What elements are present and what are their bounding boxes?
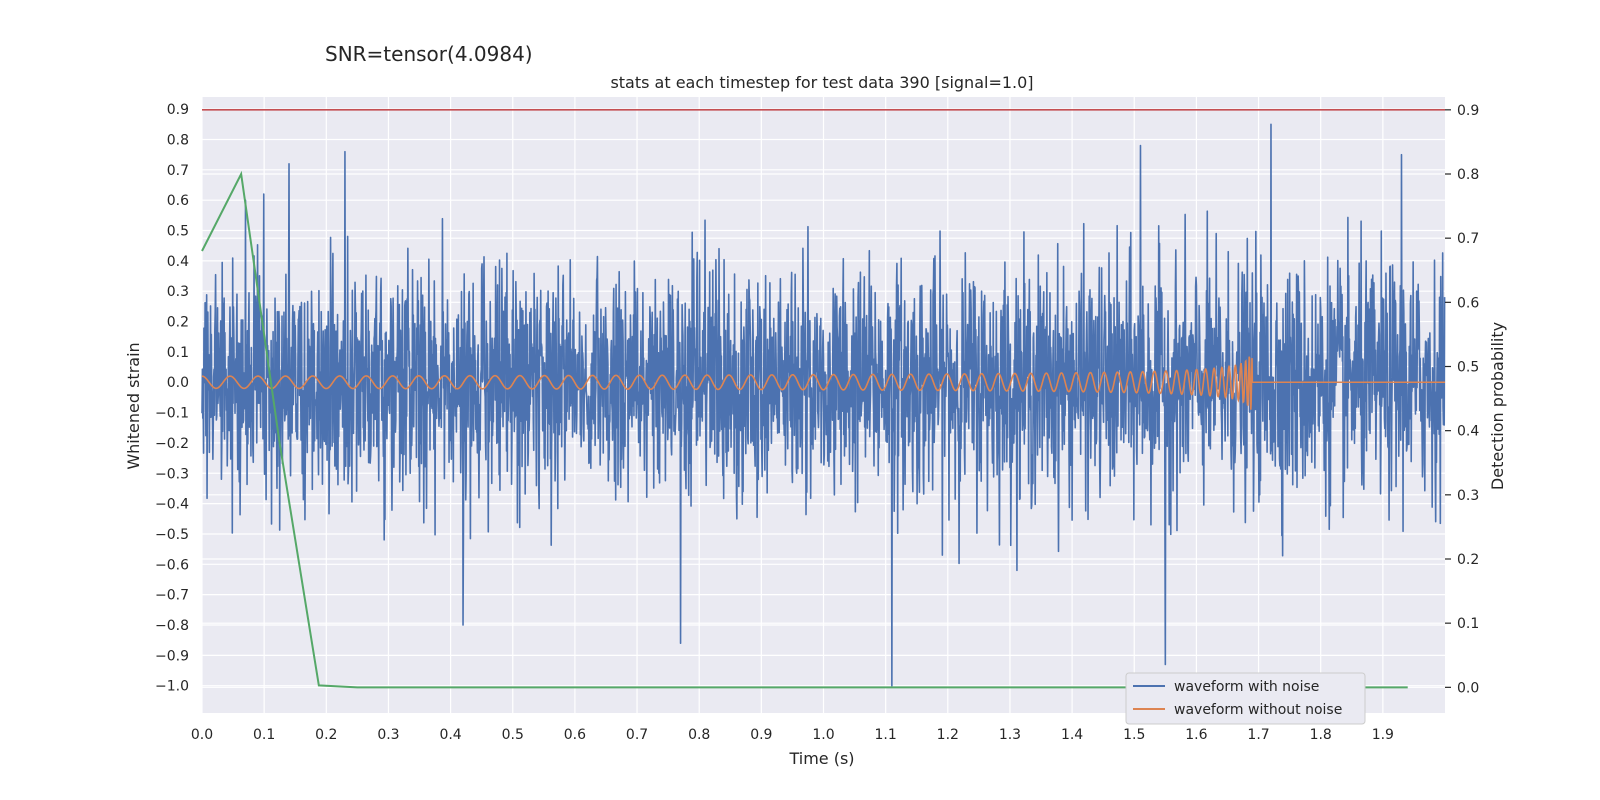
x-tick-label: 1.7 [1247, 727, 1269, 743]
y-tick-label: 0.8 [167, 132, 189, 148]
legend-box [1125, 672, 1366, 725]
legend: waveform with noise waveform without noi… [1125, 672, 1366, 725]
noise-waveform-layer [201, 123, 1446, 687]
suptitle: SNR=tensor(4.0984) [325, 42, 533, 66]
y2-tick-label: 0.5 [1457, 360, 1479, 376]
y2-tick-label: 0.3 [1457, 488, 1479, 504]
y-tick-label: −0.6 [155, 557, 189, 573]
x-tick-label: 0.1 [253, 727, 275, 743]
x-tick-label: 1.0 [812, 727, 834, 743]
legend-label-clean: waveform without noise [1174, 702, 1342, 718]
chart-title: stats at each timestep for test data 390… [610, 73, 1033, 92]
clean-waveform-layer [201, 356, 1445, 410]
y-tick-label: 0.7 [167, 163, 189, 179]
series-line-probability [201, 170, 1408, 689]
y2-tick-label: 0.0 [1457, 680, 1479, 696]
y-tick-label: 0.6 [167, 193, 189, 209]
y-tick-label: −0.8 [155, 618, 189, 634]
series-line-clean [201, 356, 1445, 410]
y2-tick-label: 0.4 [1457, 424, 1479, 440]
y2-tick-label: 0.6 [1457, 295, 1479, 311]
x-tick-label: 0.0 [191, 727, 213, 743]
x-tick-label: 0.7 [626, 727, 648, 743]
x-tick-label: 1.4 [1061, 727, 1083, 743]
legend-label-noise: waveform with noise [1174, 679, 1319, 695]
y-tick-label: −0.4 [155, 497, 189, 513]
x-tick-label: 0.6 [564, 727, 586, 743]
x-tick-label: 0.2 [315, 727, 337, 743]
x-axis-label: Time (s) [788, 749, 854, 768]
y2-tick-label: 0.2 [1457, 552, 1479, 568]
y-axis-label: Whitened strain [124, 342, 143, 469]
x-tick-label: 1.3 [999, 727, 1021, 743]
y-tick-label: 0.0 [167, 375, 189, 391]
tick-layer: 0.0 0.1 0.2 0.3 0.4 0.5 0.6 0.7 0.8 0.9 1.0 1.1 1.2 1… [155, 102, 1479, 743]
y-tick-label: −0.2 [155, 436, 189, 452]
x-tick-label: 1.9 [1372, 727, 1394, 743]
y2-tick-label: 0.1 [1457, 616, 1479, 632]
x-tick-label: 1.8 [1310, 727, 1332, 743]
y-tick-label: 0.3 [167, 284, 189, 300]
x-tick-label: 0.5 [502, 727, 524, 743]
y-tick-label: 0.4 [167, 254, 189, 270]
x-tick-label: 1.2 [937, 727, 959, 743]
detection-probability-layer [201, 170, 1408, 689]
y-tick-label: 0.5 [167, 224, 189, 240]
x-tick-label: 1.6 [1185, 727, 1207, 743]
y-tick-label: 0.9 [167, 102, 189, 118]
y-tick-label: 0.2 [167, 315, 189, 331]
x-tick-label: 1.1 [875, 727, 897, 743]
y-tick-label: −0.5 [155, 527, 189, 543]
y-tick-label: −0.7 [155, 588, 189, 604]
y-tick-label: −1.0 [155, 679, 189, 695]
y-tick-label: −0.3 [155, 466, 189, 482]
y2-axis-label: Detection probability [1488, 322, 1507, 490]
x-tick-label: 0.9 [750, 727, 772, 743]
y-tick-label: −0.1 [155, 406, 189, 422]
x-tick-label: 0.3 [377, 727, 399, 743]
x-tick-label: 0.8 [688, 727, 710, 743]
y-tick-label: −0.9 [155, 648, 189, 664]
y2-tick-label: 0.7 [1457, 231, 1479, 247]
series-line-noise [201, 123, 1446, 687]
y-tick-label: 0.1 [167, 345, 189, 361]
x-tick-label: 0.4 [439, 727, 461, 743]
y2-tick-label: 0.9 [1457, 103, 1479, 119]
x-tick-label: 1.5 [1123, 727, 1145, 743]
y2-tick-label: 0.8 [1457, 167, 1479, 183]
